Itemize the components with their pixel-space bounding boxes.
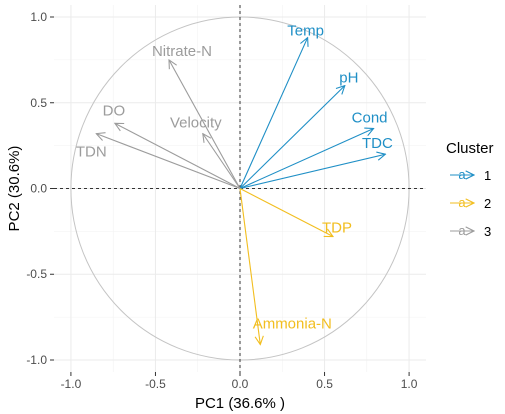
label-velocity: Velocity (170, 115, 222, 132)
variable-labels: Temp pH Cond TDC TDP Ammonia-N Nitrate-N Veloci… (76, 23, 393, 333)
legend: Cluster a 1 a 2 a 3 (446, 140, 494, 240)
y-axis-title: PC2 (30.6%) (6, 146, 23, 232)
label-ammonia-n: Ammonia-N (253, 316, 332, 333)
label-tdp: TDP (322, 220, 352, 237)
vector-velocity (203, 134, 241, 189)
legend-key-glyph-3: a (458, 223, 466, 238)
y-tick-label: -1.0 (26, 353, 47, 367)
y-tick-label: 0.0 (30, 182, 47, 196)
x-tick-label: 1.0 (401, 377, 418, 391)
x-axis-ticks: -1.0 -0.5 0.0 0.5 1.0 (61, 372, 418, 391)
y-tick-label: 0.5 (30, 96, 47, 110)
y-axis-ticks: -1.0 -0.5 0.0 0.5 1.0 (26, 10, 54, 367)
label-tdc: TDC (362, 135, 393, 152)
label-do: DO (103, 102, 126, 119)
legend-label-1: 1 (484, 168, 491, 183)
vector-tdc (239, 154, 385, 190)
vector-ph (239, 86, 345, 189)
x-axis-title: PC1 (36.6% ) (195, 395, 285, 412)
label-ph: pH (339, 70, 358, 87)
legend-title: Cluster (446, 140, 494, 157)
vector-temp (239, 38, 308, 189)
vector-tdn (96, 134, 241, 190)
vector-cond (239, 128, 374, 190)
legend-key-glyph-2: a (458, 195, 466, 210)
vector-tdp (239, 188, 333, 237)
label-nitrate-n: Nitrate-N (152, 43, 212, 60)
label-tdn: TDN (76, 144, 107, 161)
vector-do (115, 123, 241, 189)
x-tick-label: 0.5 (316, 377, 333, 391)
legend-label-3: 3 (484, 224, 491, 239)
label-temp: Temp (287, 23, 324, 40)
vector-nitrate-n (169, 60, 241, 189)
y-tick-label: 1.0 (30, 10, 47, 24)
legend-items: a 1 a 2 a 3 (448, 166, 491, 240)
x-tick-label: -0.5 (145, 377, 166, 391)
vector-ammonia-n (239, 188, 260, 345)
x-tick-label: 0.0 (232, 377, 249, 391)
legend-key-glyph-1: a (458, 167, 466, 182)
legend-label-2: 2 (484, 196, 491, 211)
y-tick-label: -0.5 (26, 267, 47, 281)
variable-vectors (96, 38, 385, 345)
x-tick-label: -1.0 (61, 377, 82, 391)
label-cond: Cond (352, 109, 388, 126)
